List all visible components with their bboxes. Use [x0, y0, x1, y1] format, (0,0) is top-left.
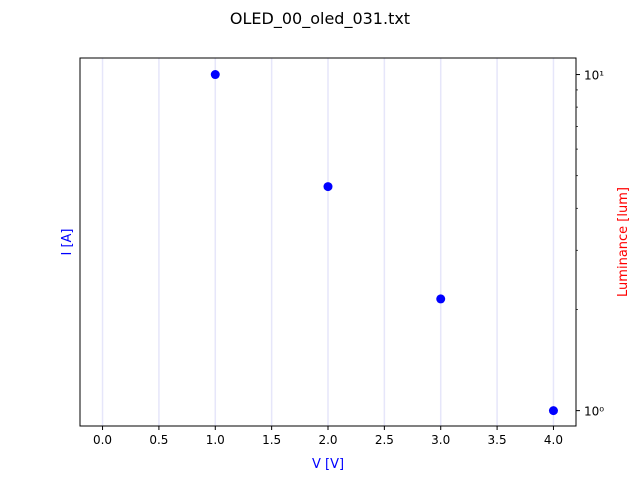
data-points	[210, 70, 558, 416]
x-tick-label: 2.0	[318, 433, 337, 447]
data-point	[323, 182, 333, 192]
data-point	[436, 294, 446, 304]
x-tick-label: 3.0	[431, 433, 450, 447]
x-tick-label: 4.0	[544, 433, 563, 447]
x-tick-label: 0.5	[149, 433, 168, 447]
x-tick-label: 3.5	[488, 433, 507, 447]
y-axis-label-left: I [A]	[60, 228, 75, 255]
x-tick-label: 0.0	[93, 433, 112, 447]
right-tick-label: 10¹	[584, 69, 604, 83]
grid-layer	[101, 58, 555, 426]
right-axis-ticks: 10⁰ 10¹	[576, 69, 604, 419]
x-tick-label: 2.5	[375, 433, 394, 447]
x-axis-label: V [V]	[312, 457, 344, 472]
data-point	[548, 406, 558, 416]
right-tick-label: 10⁰	[584, 405, 604, 419]
x-axis-ticks: 0.0 0.5 1.0 1.5 2.0 2.5 3.0 3.5 4.0	[93, 426, 563, 447]
x-tick-label: 1.0	[206, 433, 225, 447]
x-tick-label: 1.5	[262, 433, 281, 447]
chart-title: OLED_00_oled_031.txt	[230, 9, 410, 29]
data-point	[210, 70, 220, 80]
y-axis-label-right: Luminance [lum]	[616, 187, 631, 297]
